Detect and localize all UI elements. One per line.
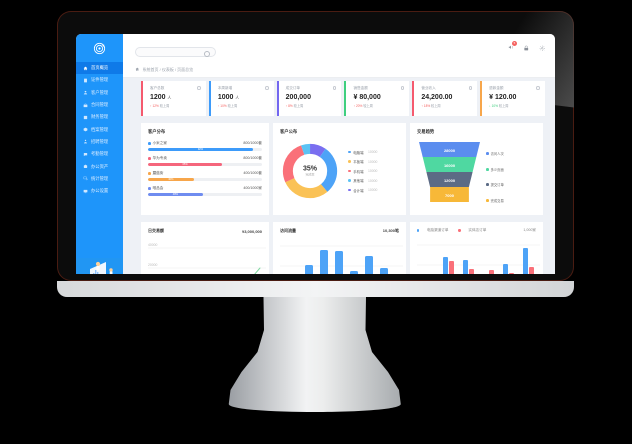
svg-text:16000: 16000 <box>444 163 456 168</box>
svg-text:12000: 12000 <box>444 178 456 183</box>
svg-text:7000: 7000 <box>445 193 455 198</box>
svg-text:40000: 40000 <box>148 243 158 247</box>
svg-text:28000: 28000 <box>444 148 456 153</box>
svg-text:20000: 20000 <box>148 263 158 267</box>
